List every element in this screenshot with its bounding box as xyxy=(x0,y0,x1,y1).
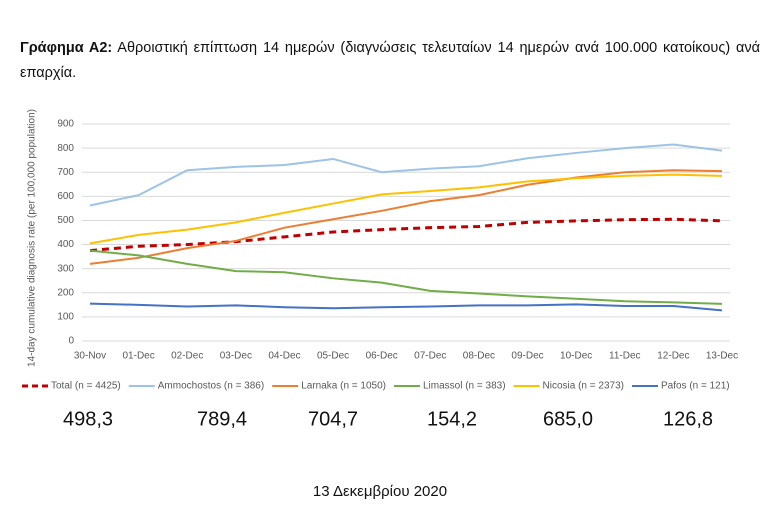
legend-label: Pafos (n = 121) xyxy=(661,381,730,392)
x-tick-label: 11-Dec xyxy=(609,351,641,362)
x-tick-label: 12-Dec xyxy=(657,351,689,362)
summary-value: 154,2 xyxy=(427,408,477,430)
summary-value: 789,4 xyxy=(197,408,247,430)
x-tick-label: 03-Dec xyxy=(220,351,252,362)
x-tick-label: 06-Dec xyxy=(366,351,398,362)
series-line xyxy=(89,173,723,245)
y-tick-label: 400 xyxy=(57,239,74,250)
x-tick-label: 07-Dec xyxy=(414,351,446,362)
legend-label: Larnaka (n = 1050) xyxy=(301,381,386,392)
y-tick-label: 300 xyxy=(57,263,74,274)
y-tick-label: 0 xyxy=(68,336,74,347)
y-axis-label: 14-day cumulative diagnosis rate (per 10… xyxy=(27,109,38,367)
x-tick-label: 09-Dec xyxy=(511,351,543,362)
legend-label: Ammochostos (n = 386) xyxy=(158,381,264,392)
y-tick-label: 700 xyxy=(57,167,74,178)
legend-label: Nicosia (n = 2373) xyxy=(543,381,624,392)
legend-label: Total (n = 4425) xyxy=(51,381,121,392)
x-tick-label: 10-Dec xyxy=(560,351,592,362)
y-tick-label: 500 xyxy=(57,215,74,226)
y-tick-label: 800 xyxy=(57,143,74,154)
y-tick-label: 200 xyxy=(57,287,74,298)
summary-value: 126,8 xyxy=(663,408,713,430)
y-tick-label: 600 xyxy=(57,191,74,202)
summary-value: 498,3 xyxy=(63,408,113,430)
x-tick-label: 01-Dec xyxy=(122,351,154,362)
x-tick-label: 05-Dec xyxy=(317,351,349,362)
summary-value: 685,0 xyxy=(543,408,593,430)
y-tick-label: 900 xyxy=(57,119,74,130)
x-tick-label: 08-Dec xyxy=(463,351,495,362)
x-tick-label: 30-Nov xyxy=(74,351,106,362)
series-line xyxy=(89,249,723,305)
series-line xyxy=(89,169,723,265)
footer: 13 Δεκεμβρίου 2020 xyxy=(313,483,447,500)
x-tick-label: 04-Dec xyxy=(268,351,300,362)
x-tick-label: 02-Dec xyxy=(171,351,203,362)
summary-value: 704,7 xyxy=(308,408,358,430)
caption-text: Αθροιστική επίπτωση 14 ημερών (διαγνώσει… xyxy=(20,40,760,81)
caption-label: Γράφημα Α2: xyxy=(20,40,113,56)
caption: Γράφημα Α2: Αθροιστική επίπτωση 14 ημερώ… xyxy=(20,36,760,86)
x-tick-label: 13-Dec xyxy=(706,351,738,362)
series-line xyxy=(89,143,723,207)
series-line xyxy=(89,302,723,312)
series-line xyxy=(89,217,723,253)
legend-label: Limassol (n = 383) xyxy=(423,381,506,392)
y-tick-label: 100 xyxy=(57,312,74,323)
